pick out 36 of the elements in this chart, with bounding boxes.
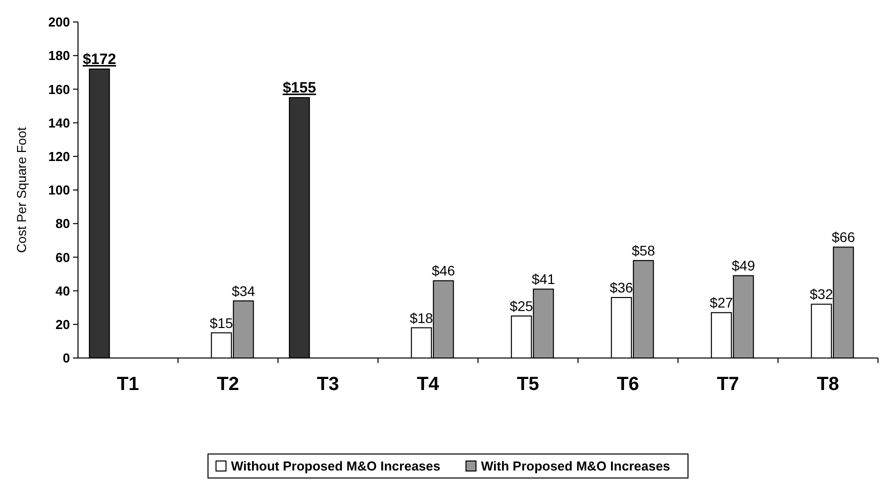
data-label: $41 [532, 271, 556, 288]
y-tick-label: 20 [56, 316, 70, 332]
data-label: $172 [82, 51, 116, 68]
data-label: $58 [632, 242, 656, 259]
y-axis-title: Cost Per Square Foot [14, 126, 29, 253]
data-label: $32 [810, 286, 834, 302]
x-tick-label: T3 [316, 374, 340, 395]
y-tick-label: 0 [62, 350, 70, 366]
legend-label: Without Proposed M&O Increases [231, 458, 440, 474]
y-tick-label: 80 [56, 216, 70, 232]
data-label: $46 [432, 262, 456, 279]
y-tick-label: 120 [48, 148, 70, 164]
data-label: $34 [232, 282, 256, 299]
x-tick-label: T1 [116, 374, 140, 395]
y-tick-label: 60 [56, 250, 70, 265]
x-tick-label: T7 [716, 374, 740, 395]
x-tick-label: T5 [516, 374, 540, 395]
data-label: $49 [732, 258, 756, 274]
x-tick-label: T8 [816, 374, 840, 395]
y-tick-label: 100 [48, 182, 70, 198]
y-tick-label: 140 [48, 115, 70, 130]
data-label: $36 [610, 280, 634, 296]
x-tick-label: T6 [616, 374, 640, 395]
data-label: $25 [510, 298, 534, 314]
data-label: $18 [410, 310, 434, 326]
y-tick-label: 160 [48, 82, 70, 97]
x-tick-label: T4 [416, 374, 440, 395]
y-tick-label: 40 [56, 283, 70, 298]
y-tick-label: 200 [48, 14, 70, 30]
y-tick-label: 180 [48, 48, 70, 64]
data-label: $15 [210, 314, 234, 331]
x-tick-label: T2 [216, 374, 240, 395]
data-label: $27 [710, 294, 734, 311]
data-label: $66 [832, 229, 856, 246]
legend-label: With Proposed M&O Increases [481, 458, 670, 474]
data-label: $155 [282, 80, 316, 97]
